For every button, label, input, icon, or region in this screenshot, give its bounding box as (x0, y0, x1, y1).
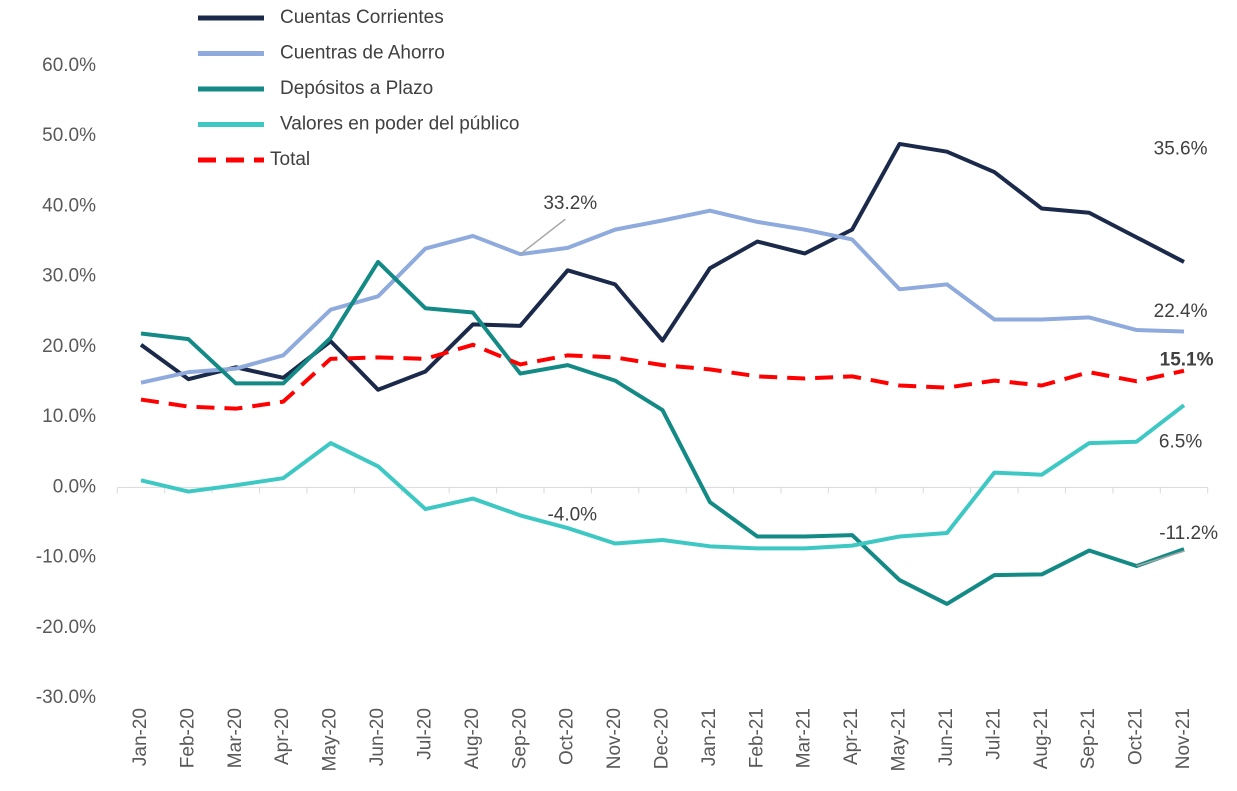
x-tick-label: Nov-20 (604, 708, 625, 769)
leader-line (519, 218, 566, 255)
x-tick-label: Jun-20 (367, 708, 388, 766)
series-line (140, 342, 1185, 411)
x-tick-label: Jul-20 (414, 708, 435, 760)
legend-label: Depósitos a Plazo (280, 78, 433, 99)
x-tick-label: Sep-21 (1078, 708, 1099, 769)
x-tick-label: Nov-21 (1173, 708, 1194, 769)
data-label: -11.2% (1159, 523, 1218, 544)
x-tick-label: Mar-21 (794, 708, 815, 768)
x-tick-label: Aug-21 (1031, 708, 1052, 769)
data-label: -4.0% (547, 504, 597, 525)
data-label: 15.1% (1160, 349, 1214, 370)
y-tick-label: 10.0% (42, 406, 96, 427)
x-tick-label: May-21 (889, 708, 910, 771)
legend-label: Cuentras de Ahorro (280, 43, 445, 64)
x-tick-label: Jan-21 (699, 708, 720, 766)
x-tick-label: Jul-21 (983, 708, 1004, 760)
y-tick-label: -10.0% (36, 547, 96, 568)
x-tick-label: Feb-21 (746, 708, 767, 768)
leader-line (1136, 550, 1185, 567)
legend-label: Valores en poder del público (280, 114, 519, 135)
data-label: 22.4% (1154, 301, 1208, 322)
y-tick-label: 20.0% (42, 336, 96, 357)
legend-label: Cuentas Corrientes (280, 7, 444, 28)
y-tick-label: 50.0% (42, 125, 96, 146)
series-line (139, 141, 1185, 392)
y-tick-label: 40.0% (42, 195, 96, 216)
series-line (140, 208, 1185, 385)
x-tick-label: Apr-21 (841, 708, 862, 765)
x-tick-label: Aug-20 (462, 708, 483, 769)
x-tick-label: May-20 (320, 708, 341, 771)
x-tick-label: Sep-20 (509, 708, 530, 769)
data-label: 35.6% (1154, 138, 1208, 159)
data-label: 6.5% (1159, 432, 1202, 453)
x-tick-label: Oct-21 (1126, 708, 1147, 765)
y-tick-label: 30.0% (42, 266, 96, 287)
data-label: 33.2% (543, 193, 597, 214)
y-tick-label: -30.0% (36, 687, 96, 708)
x-tick-label: Jun-21 (936, 708, 957, 766)
legend-label: Total (270, 149, 310, 170)
y-tick-label: -20.0% (36, 617, 96, 638)
series-line (140, 259, 1185, 606)
series-line (140, 403, 1186, 551)
y-tick-label: 60.0% (42, 55, 96, 76)
y-tick-label: 0.0% (53, 476, 96, 497)
x-tick-label: Mar-20 (225, 708, 246, 768)
x-tick-label: Apr-20 (272, 708, 293, 765)
x-tick-label: Oct-20 (557, 708, 578, 765)
x-tick-label: Jan-20 (130, 708, 151, 766)
x-tick-label: Dec-20 (652, 708, 673, 769)
x-tick-label: Feb-20 (177, 708, 198, 768)
